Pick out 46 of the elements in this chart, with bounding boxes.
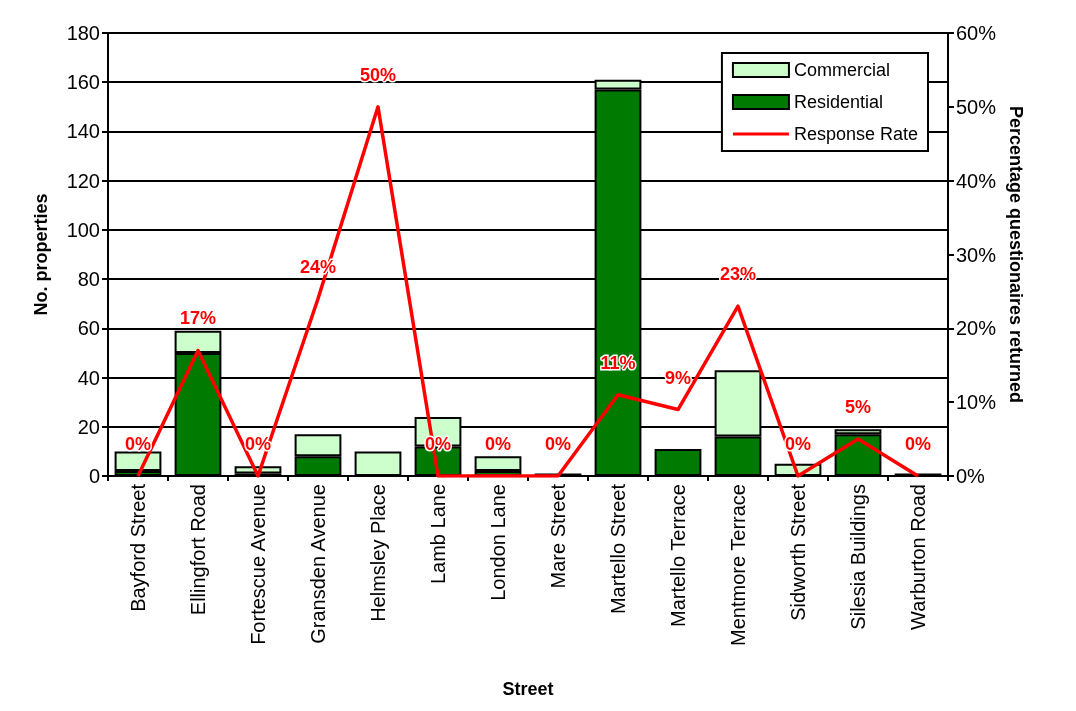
x-tick-label: Sidworth Street [787, 483, 809, 621]
x-tick-label: Gransden Avenue [307, 484, 329, 644]
y2-axis-title: Percentage questionaires returned [1005, 105, 1026, 404]
legend-label: Residential [793, 92, 883, 112]
data-label: 50% [359, 64, 397, 85]
y-axis-title: No. properties [31, 193, 51, 316]
y-tick-label: 0 [88, 465, 100, 487]
y-tick-label: 20 [77, 415, 100, 438]
y-tick-label: 80 [77, 268, 100, 291]
data-label: 17% [179, 308, 217, 329]
y-tick-label: 140 [66, 120, 100, 143]
y2-tick-label: 0% [956, 465, 986, 487]
y-tick-label: 60 [77, 317, 100, 340]
data-label: 0% [124, 434, 152, 454]
x-tick-label: Mentmore Terrace [727, 484, 749, 646]
x-tick-label: Lamb Lane [427, 484, 449, 585]
y2-tick-label: 30% [956, 243, 997, 266]
y-tick-label: 180 [66, 22, 100, 44]
data-label: 0% [544, 434, 572, 454]
y2-tick-label: 20% [956, 317, 997, 340]
y2-tick-label: 40% [956, 169, 997, 192]
x-tick-label: London Lane [487, 484, 509, 601]
data-label: 5% [844, 397, 872, 418]
x-tick-label: Fortescue Avenue [247, 484, 269, 645]
x-tick-label: Silesia Buildings [847, 484, 869, 630]
x-tick-label: Mare Street [547, 483, 569, 589]
data-label: 0% [424, 434, 452, 454]
y-tick-label: 100 [66, 218, 100, 241]
x-tick-label: Martello Terrace [667, 484, 689, 628]
data-label: 0% [484, 434, 512, 454]
y-tick-label: 160 [66, 71, 100, 94]
y-tick-label: 40 [77, 366, 100, 389]
y2-tick-label: 50% [956, 95, 997, 118]
data-label: 11% [600, 352, 636, 373]
x-tick-label: Helmsley Place [367, 484, 389, 622]
legend-label: Commercial [793, 60, 890, 80]
y2-tick-label: 60% [956, 22, 997, 44]
y-tick-label: 120 [66, 169, 100, 192]
x-tick-label: Warburton Road [907, 484, 929, 630]
y2-tick-label: 10% [956, 391, 997, 414]
data-label: 0% [904, 434, 932, 454]
x-axis-title: Street [502, 679, 554, 699]
x-tick-label: Bayford Street [127, 483, 149, 612]
x-tick-label: Ellingfort Road [187, 484, 209, 616]
x-tick-label: Martello Street [607, 483, 629, 615]
legend-label: Response Rate [793, 124, 918, 144]
